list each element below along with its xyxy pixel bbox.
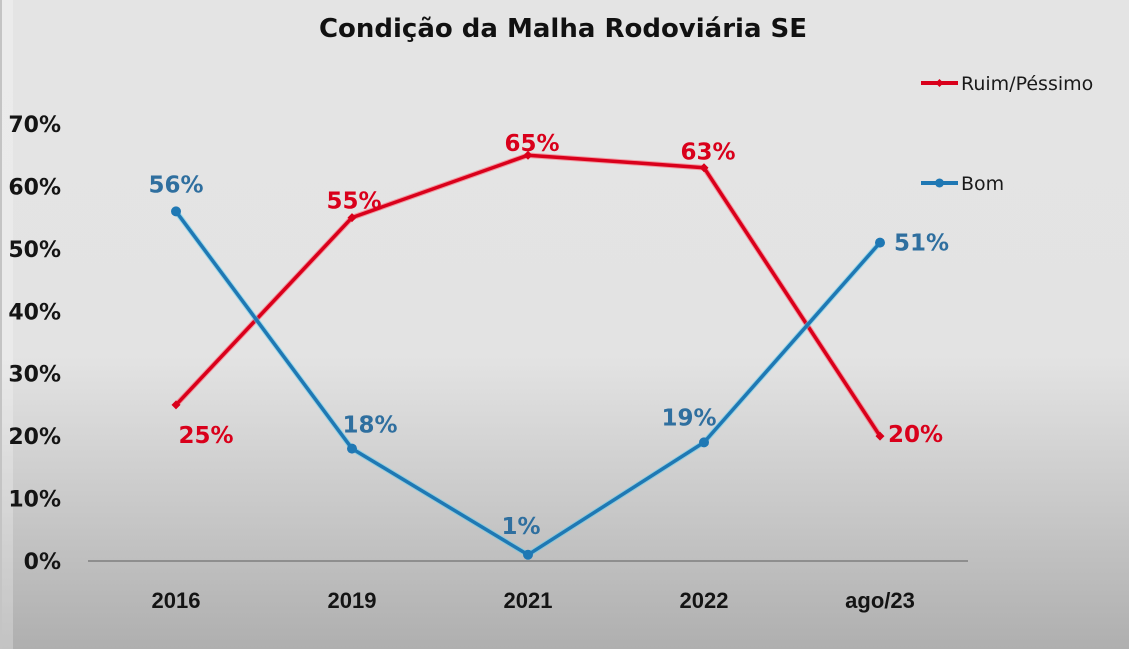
y-tick-label: 50% xyxy=(8,238,61,263)
y-tick-label: 20% xyxy=(8,425,61,450)
x-tick-label: ago/23 xyxy=(845,588,915,613)
data-point-ruim-p-ssimo xyxy=(171,400,181,410)
data-label-bom: 56% xyxy=(148,172,203,198)
x-tick-label: 2021 xyxy=(504,588,553,613)
data-label-bom: 19% xyxy=(661,405,716,431)
data-label-ruim-p-ssimo: 25% xyxy=(178,423,233,449)
data-label-bom: 51% xyxy=(894,231,949,257)
data-label-ruim-p-ssimo: 55% xyxy=(326,189,381,215)
x-tick-label: 2022 xyxy=(680,588,729,613)
x-tick-label: 2016 xyxy=(152,588,201,613)
data-point-bom xyxy=(699,437,709,448)
left-border-highlight xyxy=(2,0,13,649)
legend: Ruim/Péssimo Bom xyxy=(921,73,1093,195)
y-tick-label: 70% xyxy=(8,113,61,138)
data-point-bom xyxy=(875,237,885,248)
data-labels-group: 25% 55% 65% 63% 20% 56% 18% 1% 19% 51% xyxy=(148,131,949,540)
data-label-bom: 18% xyxy=(342,413,397,439)
data-point-bom xyxy=(171,206,181,217)
data-label-ruim-p-ssimo: 20% xyxy=(888,422,943,448)
legend-marker-circle-icon xyxy=(935,178,944,188)
y-tick-label: 60% xyxy=(8,175,61,200)
legend-label: Ruim/Péssimo xyxy=(961,73,1093,95)
left-border xyxy=(0,0,2,649)
data-point-bom xyxy=(347,443,357,454)
data-point-ruim-p-ssimo xyxy=(347,213,357,223)
y-tick-label: 10% xyxy=(8,488,61,513)
y-tick-label: 0% xyxy=(24,550,61,575)
series-line-bom xyxy=(174,210,882,557)
y-tick-label: 30% xyxy=(8,363,61,388)
data-label-ruim-p-ssimo: 63% xyxy=(680,140,735,166)
x-tick-label: 2019 xyxy=(328,588,377,613)
data-point-ruim-p-ssimo xyxy=(699,163,709,173)
data-label-bom: 1% xyxy=(501,514,540,540)
y-axis-ticks: 0% 10% 20% 30% 40% 50% 60% 70% xyxy=(8,113,61,575)
legend-item-ruim-p-ssimo[interactable]: Ruim/Péssimo xyxy=(921,73,1093,95)
series-group xyxy=(171,150,885,560)
data-point-ruim-p-ssimo xyxy=(875,431,885,441)
series-line-glow-bom xyxy=(173,209,883,558)
legend-marker-diamond-icon xyxy=(935,79,944,87)
legend-label: Bom xyxy=(961,173,1004,195)
x-axis-ticks: 2016 2019 2021 2022 ago/23 xyxy=(152,588,915,613)
data-label-ruim-p-ssimo: 65% xyxy=(504,131,559,157)
legend-item-bom[interactable]: Bom xyxy=(921,173,1004,195)
y-tick-label: 40% xyxy=(8,300,61,325)
chart-title: Condição da Malha Rodoviária SE xyxy=(319,14,807,44)
series-line-glow-ruim-p-ssimo xyxy=(173,152,883,438)
data-point-ruim-p-ssimo xyxy=(523,150,533,160)
data-point-bom xyxy=(523,549,533,560)
